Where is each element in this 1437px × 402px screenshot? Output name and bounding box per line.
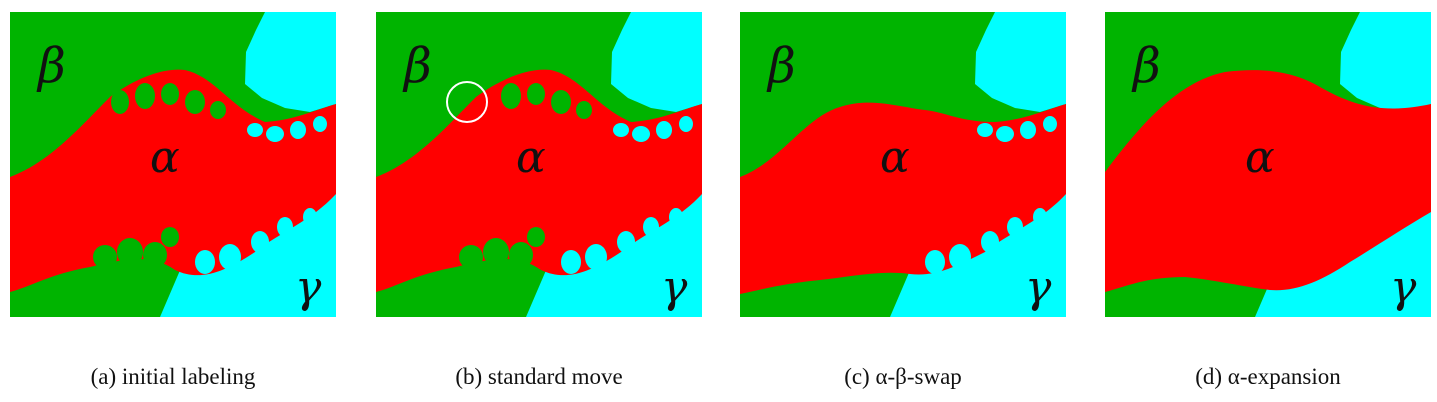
caption-c: (c) α-β-swap [844, 364, 962, 389]
gamma-label: γ [1025, 262, 1052, 313]
beta-label: β [766, 38, 796, 94]
gamma-holes-bottom [195, 208, 317, 274]
gamma-region-top [1340, 12, 1431, 112]
beta-label: β [402, 38, 432, 94]
gamma-label: γ [1390, 262, 1417, 313]
panel-c-image: β α γ [740, 12, 1066, 317]
alpha-label: α [150, 132, 180, 183]
panel-c: β α γ [740, 12, 1066, 317]
panel-a: β α γ [10, 12, 336, 317]
gamma-holes-top [613, 116, 693, 142]
gamma-region-top [611, 12, 702, 112]
panel-a-image: β α γ [10, 12, 336, 317]
beta-holes-top [111, 83, 226, 119]
panel-b-image: β α γ [376, 12, 702, 317]
panel-b: β α γ [376, 12, 702, 317]
caption-a: (a) initial labeling [90, 364, 256, 389]
gamma-label: γ [295, 262, 322, 313]
beta-holes-bottom [459, 227, 545, 269]
gamma-holes-bottom [925, 208, 1047, 274]
alpha-label: α [516, 132, 546, 183]
gamma-region-top [245, 12, 336, 112]
alpha-label: α [880, 132, 910, 183]
beta-label: β [36, 38, 66, 94]
beta-label: β [1131, 38, 1161, 94]
caption-d: (d) α-expansion [1195, 364, 1341, 389]
beta-holes-bottom [93, 227, 179, 269]
alpha-label: α [1245, 132, 1275, 183]
gamma-label: γ [661, 262, 688, 313]
beta-holes-top [501, 83, 592, 119]
gamma-holes-top [977, 116, 1057, 142]
alpha-region [1105, 70, 1431, 292]
caption-b: (b) standard move [455, 364, 623, 389]
gamma-holes-bottom [561, 208, 683, 274]
highlight-circle [446, 81, 488, 123]
panel-d-image: β α γ [1105, 12, 1431, 317]
gamma-region-top [975, 12, 1066, 112]
gamma-holes-top [247, 116, 327, 142]
panel-d: β α γ [1105, 12, 1431, 317]
